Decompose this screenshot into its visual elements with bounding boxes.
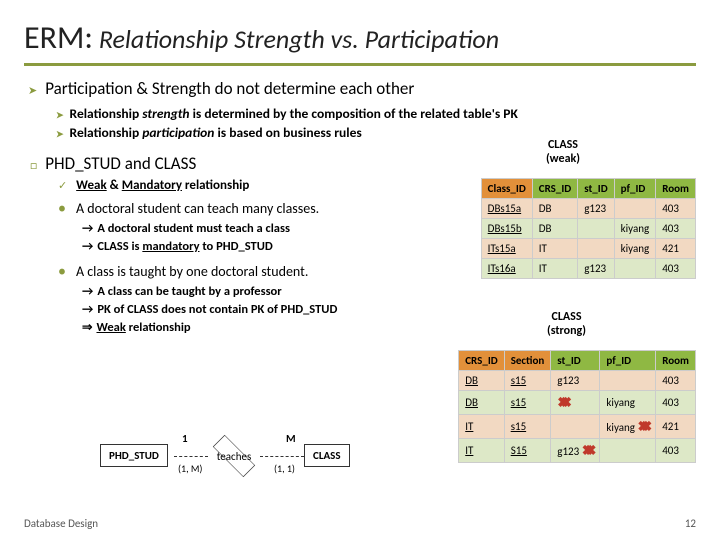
- content-area: Participation & Strength do not determin…: [24, 78, 696, 337]
- table-cell: kiyang: [600, 391, 656, 415]
- table-header: pf_ID: [614, 179, 656, 199]
- footer-right: 12: [685, 517, 696, 530]
- table-row: DBs15bDB kiyang403: [481, 219, 695, 239]
- table-cell: 403: [656, 199, 696, 219]
- table-header: pf_ID: [600, 351, 656, 371]
- table-cell: g123 ✖: [551, 439, 600, 463]
- table-cell: s15: [504, 371, 551, 391]
- erd-line-left: [174, 456, 208, 457]
- table-cell: 403: [656, 391, 696, 415]
- table-header: st_ID: [578, 179, 614, 199]
- table-cell: g123: [578, 199, 614, 219]
- table-header: CRS_ID: [459, 351, 504, 371]
- bullet-4b: PK of CLASS does not contain PK of PHD_S…: [82, 301, 696, 319]
- table-row: ITs15aIT kiyang421: [481, 239, 695, 259]
- label-class-strong: CLASS (strong): [547, 310, 586, 339]
- table-header: CRS_ID: [532, 179, 577, 199]
- entity-phdstud: PHD_STUD: [100, 444, 168, 467]
- table-cell: g123: [551, 371, 600, 391]
- table-cell: 403: [656, 439, 696, 463]
- table-cell: g123: [578, 259, 614, 279]
- table-cell: IT: [459, 415, 504, 439]
- slide-title: ERM: Relationship Strength vs. Participa…: [24, 18, 696, 57]
- table-cell: 421: [656, 239, 696, 259]
- table-cell: DB: [532, 199, 577, 219]
- entity-class: CLASS: [304, 444, 350, 467]
- table-header: Room: [656, 179, 696, 199]
- bullet-4c: Weak relationship: [82, 319, 696, 337]
- table-cell: [600, 371, 656, 391]
- table-cell: [614, 199, 656, 219]
- table-row: ITs15 kiyang ✖421: [459, 415, 696, 439]
- table-cell: DB: [459, 371, 504, 391]
- table-class-strong: CRS_IDSectionst_IDpf_IDRoomDBs15g123403D…: [458, 350, 696, 463]
- table-cell: S15: [504, 439, 551, 463]
- table-cell: IT: [532, 259, 577, 279]
- table-cell: [600, 439, 656, 463]
- rel-1: (1, M): [178, 462, 202, 475]
- title-underline: [24, 63, 696, 66]
- x-icon: ✖: [637, 418, 649, 435]
- title-main: ERM:: [24, 18, 93, 57]
- table-cell: [578, 219, 614, 239]
- table-cell: ITs15a: [481, 239, 532, 259]
- table-row: DBs15g123 403: [459, 371, 696, 391]
- table-row: DBs15 ✖ kiyang403: [459, 391, 696, 415]
- footer-left: Database Design: [24, 517, 98, 530]
- table-row: DBs15aDBg123 403: [481, 199, 695, 219]
- bullet-2: PHD_STUD and CLASS: [30, 153, 696, 174]
- table-cell: [578, 239, 614, 259]
- table-cell: 403: [656, 371, 696, 391]
- table-class-weak: Class_IDCRS_IDst_IDpf_IDRoomDBs15aDBg123…: [481, 178, 696, 279]
- table-row: ITS15g123 ✖ 403: [459, 439, 696, 463]
- table-header: Section: [504, 351, 551, 371]
- bullet-1: Participation & Strength do not determin…: [28, 78, 696, 99]
- table-cell: kiyang: [614, 239, 656, 259]
- table-cell: DB: [532, 219, 577, 239]
- table-cell: 403: [656, 259, 696, 279]
- rel-2: (1, 1): [274, 462, 295, 475]
- erd-line-right: [260, 456, 304, 457]
- table-cell: [614, 259, 656, 279]
- table-cell: DBs15a: [481, 199, 532, 219]
- table-cell: kiyang ✖: [600, 415, 656, 439]
- erd-relationship: teaches: [204, 440, 264, 472]
- table-cell: DB: [459, 391, 504, 415]
- table-cell: ITs16a: [481, 259, 532, 279]
- table-cell: kiyang: [614, 219, 656, 239]
- table-cell: 421: [656, 415, 696, 439]
- table-row: ITs16aITg123 403: [481, 259, 695, 279]
- table-header: Class_ID: [481, 179, 532, 199]
- table-cell: ✖: [551, 391, 600, 415]
- table-cell: 403: [656, 219, 696, 239]
- table-cell: IT: [532, 239, 577, 259]
- table-cell: s15: [504, 391, 551, 415]
- erd-diagram: PHD_STUD teaches CLASS 1 M (1, M) (1, 1): [100, 432, 380, 486]
- title-sub: Relationship Strength vs. Participation: [99, 23, 499, 55]
- table-cell: DBs15b: [481, 219, 532, 239]
- bullet-4a: A class can be taught by a professor: [82, 283, 696, 301]
- table-cell: IT: [459, 439, 504, 463]
- card-m: M: [286, 432, 296, 445]
- label-class-weak: CLASS (weak): [546, 138, 580, 167]
- table-cell: s15: [504, 415, 551, 439]
- table-header: st_ID: [551, 351, 600, 371]
- x-icon: ✖: [582, 442, 594, 459]
- table-cell: [551, 415, 600, 439]
- bullet-1a: Relationship strength is determined by t…: [56, 105, 696, 124]
- table-header: Room: [656, 351, 696, 371]
- bullet-1b: Relationship participation is based on b…: [56, 124, 696, 143]
- card-1: 1: [182, 432, 188, 445]
- x-icon: ✖: [557, 394, 569, 411]
